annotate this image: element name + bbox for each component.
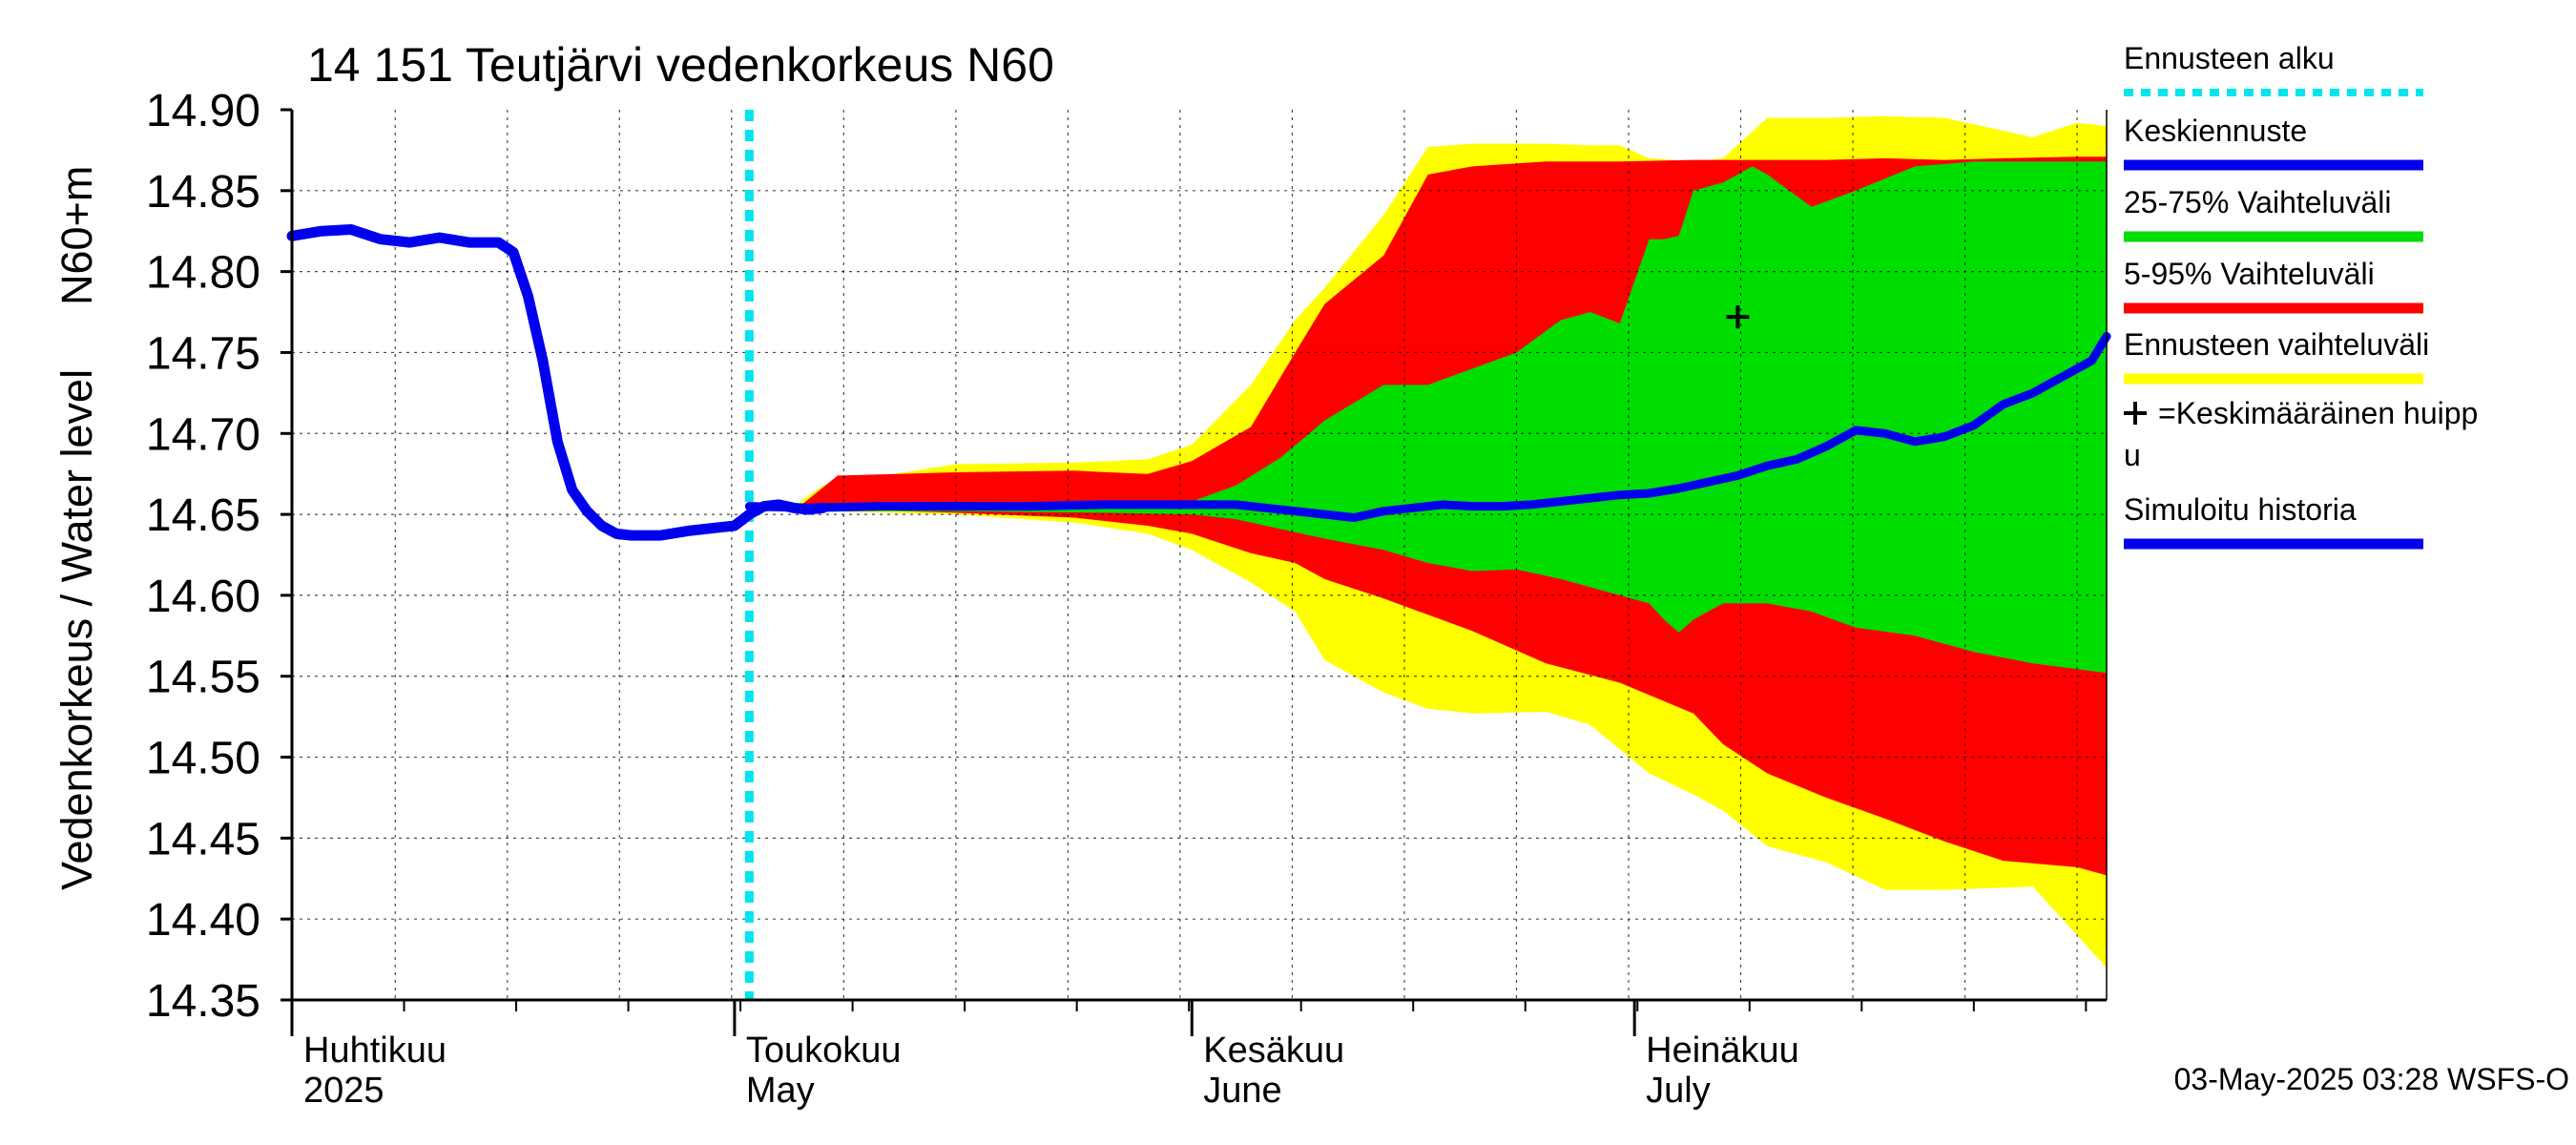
y-tick-label: 14.65 [146, 490, 260, 541]
legend-label-cont: u [2124, 438, 2141, 472]
y-tick-labels: 14.35 14.40 14.45 14.50 14.55 14.60 14.65 14.70… [146, 86, 260, 1027]
y-tick-label: 14.80 [146, 248, 260, 299]
y-tick-label: 14.50 [146, 734, 260, 784]
band-25-75 [793, 161, 2107, 674]
legend-label: 5-95% Vaihteluväli [2124, 257, 2375, 291]
data-lines [286, 110, 2111, 1000]
mean-peak-marker [1726, 305, 1750, 329]
simulated-history-line [286, 224, 829, 541]
grid-lines [292, 110, 2107, 1000]
timestamp-label: 03-May-2025 03:28 WSFS-O [2174, 1062, 2569, 1096]
chart-title: 14 151 Teutjärvi vedenkorkeus N60 [307, 38, 1054, 92]
month-label-en: June [1203, 1071, 1281, 1111]
month-label-fi: Heinäkuu [1646, 1030, 1799, 1071]
y-tick-label: 14.55 [146, 653, 260, 703]
y-tick-label: 14.90 [146, 86, 260, 136]
month-label-fi: Toukokuu [746, 1030, 902, 1071]
legend-label: Simuloitu historia [2124, 492, 2357, 527]
month-label-fi: Huhtikuu [303, 1030, 447, 1071]
month-label-en: 2025 [303, 1071, 384, 1111]
month-label-en: May [746, 1071, 815, 1111]
legend-label: Keskiennuste [2124, 114, 2307, 148]
y-axis-label-unit: N60+m [52, 166, 101, 305]
forecast-bands [793, 115, 2107, 968]
y-tick-label: 14.40 [146, 895, 260, 946]
mean-forecast-line [744, 332, 2111, 522]
month-label-en: July [1646, 1071, 1711, 1111]
axes [280, 108, 2108, 1036]
legend-label: Ennusteen vaihteluväli [2124, 327, 2429, 362]
month-label-fi: Kesäkuu [1203, 1030, 1344, 1071]
legend-label: Ennusteen alku [2124, 41, 2335, 75]
y-tick-label: 14.45 [146, 814, 260, 864]
y-axis-label-main: Vedenkorkeus / Water level [52, 369, 101, 890]
y-tick-label: 14.70 [146, 409, 260, 460]
legend-label: 25-75% Vaihteluväli [2124, 185, 2391, 219]
y-tick-label: 14.85 [146, 167, 260, 218]
y-tick-label: 14.60 [146, 572, 260, 622]
y-tick-label: 14.35 [146, 976, 260, 1027]
legend-label: =Keskimääräinen huipp [2158, 396, 2478, 430]
legend: Ennusteen alku Keskiennuste 25-75% Vaihtel… [2124, 41, 2478, 550]
y-tick-label: 14.75 [146, 328, 260, 379]
legend-plus-icon [2124, 402, 2147, 425]
